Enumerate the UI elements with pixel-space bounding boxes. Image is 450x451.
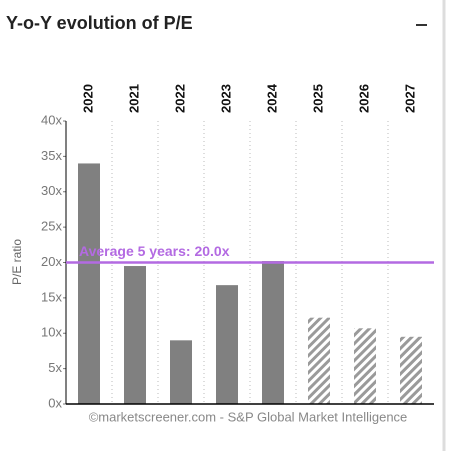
x-tick-label: 2020: [80, 84, 95, 113]
bar: [124, 266, 146, 404]
x-tick-label: 2022: [172, 84, 187, 113]
y-tick-label: 40x: [41, 112, 62, 127]
x-tick-label: 2027: [402, 84, 417, 113]
bar: [78, 163, 100, 404]
average-label: Average 5 years: 20.0x: [79, 243, 230, 259]
x-tick-label: 2026: [356, 84, 371, 113]
y-tick-label: 5x: [48, 360, 62, 375]
y-tick-label: 35x: [41, 148, 62, 163]
y-tick-label: 15x: [41, 289, 62, 304]
bar: [308, 317, 330, 404]
y-tick-label: 20x: [41, 254, 62, 269]
bar: [170, 340, 192, 404]
x-tick-label: 2024: [264, 83, 279, 113]
source: ©marketscreener.com - S&P Global Market …: [89, 409, 408, 424]
bar: [354, 328, 376, 404]
y-tick-label: 25x: [41, 219, 62, 234]
y-axis-label: P/E ratio: [10, 239, 24, 285]
chart-title: Y-o-Y evolution of P/E: [6, 13, 193, 33]
x-tick-label: 2023: [218, 84, 233, 113]
bar: [216, 285, 238, 404]
y-tick-label: 0x: [48, 395, 62, 410]
x-tick-label: 2021: [126, 84, 141, 113]
bar: [262, 261, 284, 404]
y-tick-label: 10x: [41, 325, 62, 340]
y-tick-label: 30x: [41, 183, 62, 198]
bar: [400, 336, 422, 404]
x-tick-label: 2025: [310, 84, 325, 113]
